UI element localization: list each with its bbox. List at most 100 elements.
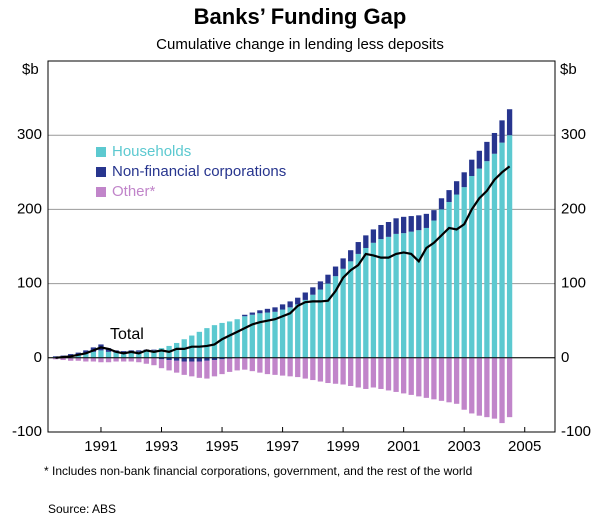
- bar: [355, 357, 361, 388]
- bar: [476, 150, 482, 169]
- footnote: * Includes non-bank financial corporatio…: [44, 464, 473, 478]
- y-tick-label: -100: [12, 423, 42, 440]
- bar: [302, 357, 308, 379]
- y2-tick-label: -100: [561, 423, 591, 440]
- bar: [105, 357, 112, 363]
- bar: [370, 357, 377, 388]
- bar: [446, 357, 452, 403]
- bar: [287, 301, 293, 308]
- bar: [279, 304, 286, 310]
- bar: [83, 353, 89, 358]
- bar: [234, 319, 240, 358]
- bar: [416, 230, 422, 358]
- bar: [242, 314, 248, 317]
- bar: [393, 233, 399, 358]
- bar: [438, 209, 445, 358]
- bar: [105, 351, 112, 358]
- bar: [484, 357, 490, 418]
- bar: [98, 350, 104, 358]
- bar: [189, 361, 195, 377]
- x-tick-label: 1995: [205, 438, 238, 455]
- bar: [431, 357, 437, 400]
- bar: [249, 312, 255, 315]
- bar: [469, 159, 475, 177]
- y2-tick-label: 200: [561, 200, 586, 217]
- bar: [158, 348, 165, 358]
- bar: [189, 357, 195, 362]
- bar: [363, 235, 369, 248]
- bar: [279, 357, 286, 376]
- bar: [317, 357, 324, 382]
- bar: [506, 135, 513, 358]
- bar: [378, 224, 384, 240]
- x-tick-label: 1993: [145, 438, 178, 455]
- bar: [151, 357, 157, 366]
- legend-label: Non-financial corporations: [112, 163, 286, 180]
- bar: [408, 357, 414, 395]
- total-line: [55, 165, 511, 359]
- bar: [340, 357, 346, 385]
- bar: [416, 357, 422, 397]
- bar: [499, 142, 505, 358]
- bar: [491, 132, 498, 154]
- bar: [340, 268, 346, 358]
- bar: [204, 328, 210, 358]
- y-axis-label: $b: [22, 61, 39, 78]
- bar: [151, 349, 157, 351]
- bar: [325, 357, 331, 384]
- bar: [506, 109, 513, 136]
- bar: [83, 357, 89, 362]
- bar: [461, 357, 467, 410]
- bar: [75, 354, 81, 358]
- bar: [166, 357, 172, 361]
- bar: [264, 308, 271, 313]
- bar: [385, 222, 392, 237]
- chart-title: Banks’ Funding Gap: [194, 4, 407, 29]
- bar: [332, 357, 339, 384]
- legend-label: Households: [112, 143, 191, 160]
- bar: [401, 216, 407, 234]
- bar: [158, 357, 165, 360]
- bar: [317, 289, 324, 358]
- bar: [287, 307, 293, 358]
- x-tick-label: 1999: [326, 438, 359, 455]
- bar: [257, 310, 263, 314]
- bar: [121, 353, 127, 358]
- x-tick-label: 2001: [387, 438, 420, 455]
- bar: [249, 314, 255, 358]
- bar: [204, 357, 210, 361]
- bar: [506, 357, 513, 418]
- bar: [204, 360, 210, 379]
- bar: [461, 187, 467, 358]
- bar: [378, 357, 384, 389]
- bar: [113, 352, 119, 358]
- bar: [431, 220, 437, 358]
- source: Source: ABS: [48, 502, 116, 516]
- legend-label: Other*: [112, 183, 156, 200]
- bar: [249, 357, 255, 372]
- bar: [98, 357, 104, 363]
- y-tick-label: 100: [17, 275, 42, 292]
- bar: [416, 215, 422, 231]
- bar: [491, 357, 498, 419]
- bar: [310, 287, 316, 295]
- bar: [385, 236, 392, 358]
- bar: [499, 120, 505, 143]
- bar: [219, 357, 225, 360]
- bar: [272, 311, 278, 358]
- bar: [453, 194, 460, 358]
- bar: [438, 198, 445, 210]
- bar: [136, 350, 142, 352]
- y-tick-label: 0: [34, 349, 42, 366]
- bar: [302, 299, 308, 358]
- x-tick-label: 2003: [448, 438, 481, 455]
- bar: [469, 357, 475, 414]
- bar: [325, 283, 331, 358]
- bar: [136, 357, 142, 363]
- bar: [484, 161, 490, 358]
- bar: [68, 354, 74, 356]
- bar: [226, 358, 233, 372]
- bar: [264, 357, 271, 375]
- bar: [211, 357, 218, 361]
- bar: [363, 247, 369, 358]
